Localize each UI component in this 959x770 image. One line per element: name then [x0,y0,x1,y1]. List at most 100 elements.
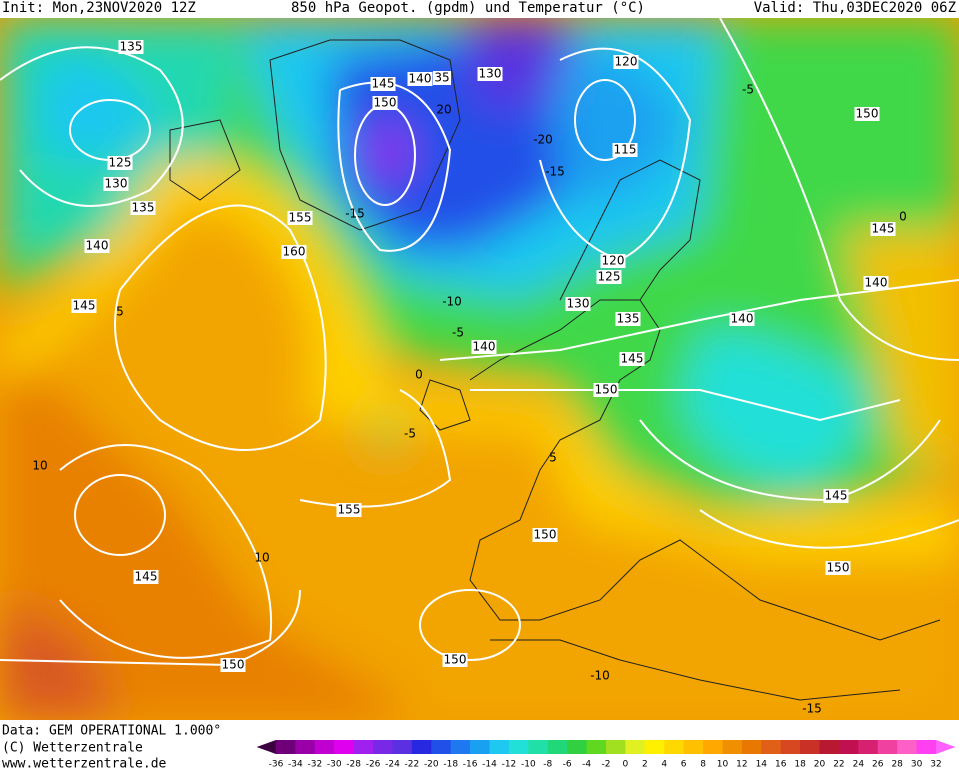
temperature-label: 10 [254,551,269,565]
label-box [107,156,133,170]
temperature-label: -5 [742,83,754,97]
legend-label: 0 [623,760,629,770]
legend-swatch [683,740,704,754]
legend-label: 12 [736,760,747,770]
label-box [854,107,880,121]
legend-swatch [450,740,471,754]
geopotential-label: 140 [865,276,888,290]
geopotential-label: 120 [615,55,638,69]
legend-label: 16 [775,760,787,770]
label-box [825,561,851,575]
legend-label: -12 [502,760,517,770]
geopotential-label: 130 [479,67,502,81]
geopotential-label: 130 [567,297,590,311]
geopotential-label: 115 [614,143,637,157]
geopotential-label: 155 [338,503,361,517]
geopotential-label: 135 [617,312,640,326]
label-box [442,653,468,667]
legend-label: -6 [563,760,572,770]
label-box [593,383,619,397]
temperature-label: -5 [452,326,464,340]
geopotential-label: 155 [289,211,312,225]
label-box [532,528,558,542]
geopotential-label: 150 [444,653,467,667]
geopotential-label: 135 [132,201,155,215]
legend-swatch [606,740,626,754]
label-box [118,40,144,54]
label-box [477,67,503,81]
legend-label: 2 [642,760,648,770]
legend-swatch [489,740,510,754]
legend-label: -4 [582,760,591,770]
legend-arrow [256,740,276,754]
temperature-label: 0 [415,368,423,382]
legend-arrow [936,740,956,754]
temperature-label: 20 [436,103,451,117]
legend-swatch [276,740,296,754]
legend-label: -14 [482,760,497,770]
geopotential-label: 135 [120,40,143,54]
geopotential-label: 35 [434,71,449,85]
label-box [619,352,645,366]
geopotential-label: 145 [372,77,395,91]
legend-label: 8 [700,760,706,770]
label-box [281,245,307,259]
label-box [370,77,396,91]
legend-label: -32 [307,760,322,770]
geopotential-label: 150 [374,96,397,110]
label-box [130,201,156,215]
legend-swatch [858,740,879,754]
legend-label: -24 [385,760,400,770]
legend-swatch [741,740,762,754]
geopotential-label: 125 [598,270,621,284]
geopotential-label: 150 [534,528,557,542]
header: Init: Mon,23NOV2020 12Z 850 hPa Geopot. … [2,0,956,16]
footer: Data: GEM OPERATIONAL 1.000° (C) Wetterz… [2,724,221,770]
legend-label: 20 [814,760,826,770]
label-box [615,312,641,326]
temperature-label: 10 [32,459,47,473]
geopotential-label: 145 [135,570,158,584]
geopotential-label: 140 [473,340,496,354]
temperature-label: -15 [545,165,565,179]
legend-swatch [838,740,859,754]
color-legend: -36 -34 -32 -30 -28 -26 -24 -22 -20 -18 -16 -14 -12-… [256,740,956,770]
label-box [220,658,246,672]
legend-label: 14 [756,760,768,770]
legend-label: -10 [521,760,536,770]
legend-label: 24 [853,760,865,770]
geopotential-label: 150 [222,658,245,672]
label-box [863,276,889,290]
geopotential-label: 125 [109,156,132,170]
copyright: (C) Wetterzentrale [2,741,143,756]
legend-swatch [392,740,413,754]
legend-swatch [353,740,374,754]
geopotential-label: 150 [595,383,618,397]
legend-label: -8 [543,760,552,770]
legend-label: -34 [288,760,303,770]
temperature-label: -15 [345,207,365,221]
temperature-label: 5 [116,305,124,319]
legend-swatch [916,740,937,754]
legend-swatch [897,740,918,754]
temperature-label: 5 [549,451,557,465]
legend-label: 26 [872,760,884,770]
legend-label: -26 [366,760,381,770]
label-box [612,143,638,157]
temperature-label: -20 [533,133,553,147]
geopotential-label: 130 [105,177,128,191]
temperature-label: -10 [442,295,462,309]
temperature-label: -10 [590,669,610,683]
geopotential-label: 140 [409,72,432,86]
legend-swatch [431,740,452,754]
legend-swatch [819,740,840,754]
legend-swatch [586,740,607,754]
legend-swatch [877,740,898,754]
geopotential-label: 140 [731,312,754,326]
label-box [823,489,849,503]
geopotential-label: 150 [856,107,879,121]
temperature-label: 0 [899,210,907,224]
legend-swatch [373,740,393,754]
